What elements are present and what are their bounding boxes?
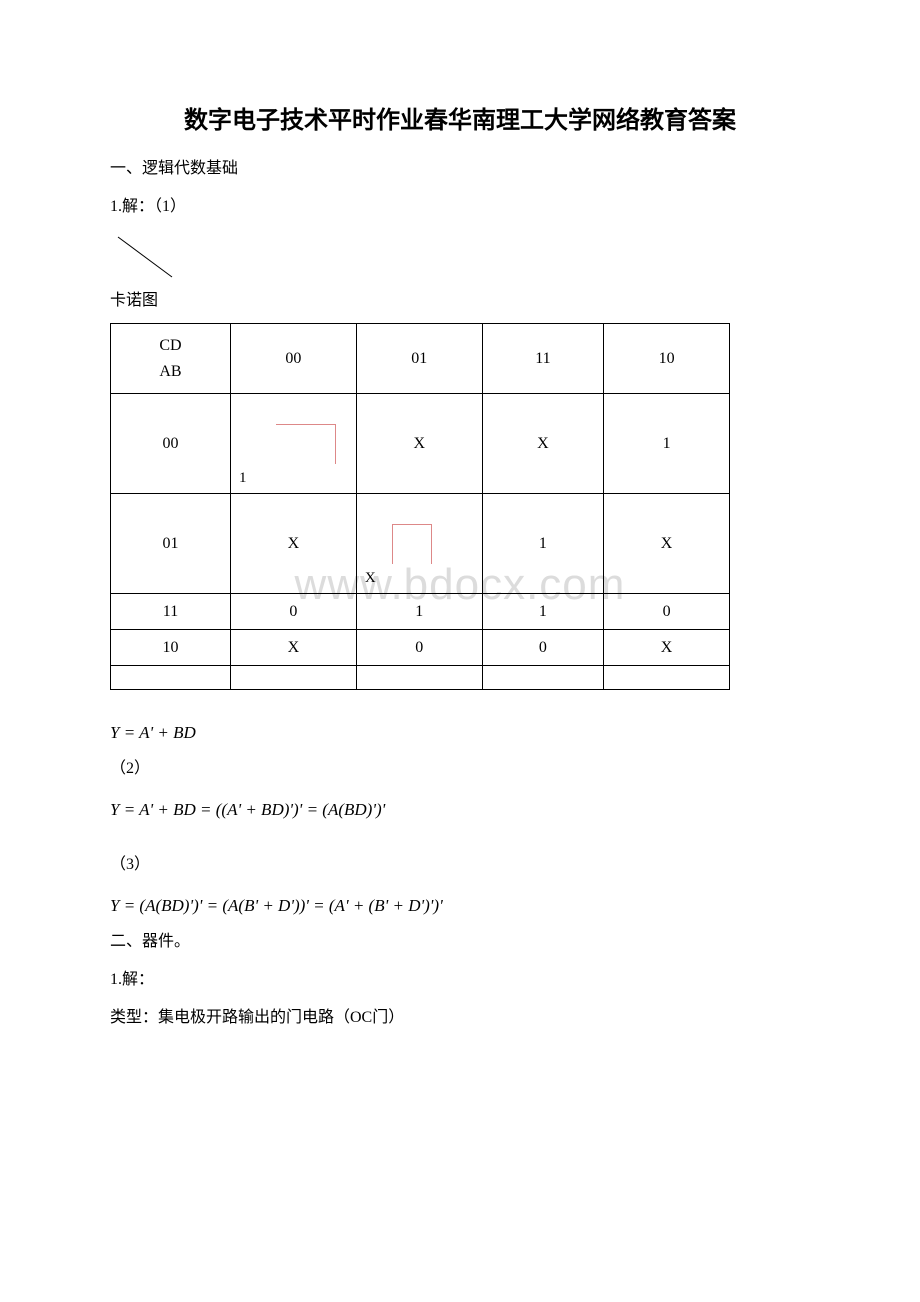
empty-cell — [231, 666, 357, 690]
table-header-row: CD AB 00 01 11 10 — [111, 324, 730, 394]
diagonal-mark — [110, 231, 180, 281]
col-header: 10 — [604, 324, 730, 394]
kmap-cell: X — [231, 494, 357, 594]
table-row: 00 1 X X 1 — [111, 394, 730, 494]
corner-bottom-label: AB — [159, 363, 181, 380]
part-2-label: （2） — [110, 753, 810, 785]
col-header: 00 — [231, 324, 357, 394]
table-row: 11 0 1 1 0 — [111, 594, 730, 630]
table-row — [111, 666, 730, 690]
cell-value: X — [365, 570, 376, 587]
cell-value: 1 — [239, 470, 247, 487]
formula-3: Y = (A(BD)')' = (A(B' + D'))' = (A' + (B… — [110, 887, 810, 924]
kmap-cell: 1 — [356, 594, 482, 630]
kmap-cell: 0 — [356, 630, 482, 666]
col-header: 01 — [356, 324, 482, 394]
grouping-box — [392, 524, 432, 564]
kmap-cell: X — [604, 630, 730, 666]
table-row: 10 X 0 0 X — [111, 630, 730, 666]
kmap-cell: X — [604, 494, 730, 594]
section-2-heading: 二、器件。 — [110, 926, 810, 958]
empty-cell — [356, 666, 482, 690]
table-row: 01 X X 1 X — [111, 494, 730, 594]
corner-top-label: CD — [159, 337, 181, 354]
row-label: 10 — [111, 630, 231, 666]
question-2-answer: 类型：集电极开路输出的门电路（OC门） — [110, 1002, 810, 1034]
empty-cell — [111, 666, 231, 690]
kmap-cell: 0 — [231, 594, 357, 630]
section-1-heading: 一、逻辑代数基础 — [110, 153, 810, 185]
grouping-box — [276, 424, 336, 464]
corner-cell: CD AB — [111, 324, 231, 394]
formula-2: Y = A' + BD = ((A' + BD)')' = (A(BD)')' — [110, 791, 810, 828]
kmap-cell: 1 — [482, 494, 603, 594]
kmap-cell: 0 — [604, 594, 730, 630]
empty-cell — [482, 666, 603, 690]
kmap-cell: 1 — [231, 394, 357, 494]
row-label: 11 — [111, 594, 231, 630]
kmap-cell: X — [356, 494, 482, 594]
kmap-caption: 卡诺图 — [110, 285, 810, 317]
question-2-label: 1.解： — [110, 964, 810, 996]
question-1-label: 1.解：（1） — [110, 191, 810, 223]
part-3-label: （3） — [110, 849, 810, 881]
row-label: 00 — [111, 394, 231, 494]
karnaugh-map-table: CD AB 00 01 11 10 00 1 X X 1 01 X X — [110, 323, 730, 690]
formula-1: Y = A' + BD — [110, 714, 810, 751]
kmap-cell: 1 — [604, 394, 730, 494]
kmap-cell: X — [231, 630, 357, 666]
empty-cell — [604, 666, 730, 690]
page-title: 数字电子技术平时作业春华南理工大学网络教育答案 — [110, 100, 810, 135]
row-label: 01 — [111, 494, 231, 594]
kmap-cell: X — [482, 394, 603, 494]
col-header: 11 — [482, 324, 603, 394]
kmap-cell: 0 — [482, 630, 603, 666]
kmap-cell: 1 — [482, 594, 603, 630]
kmap-cell: X — [356, 394, 482, 494]
